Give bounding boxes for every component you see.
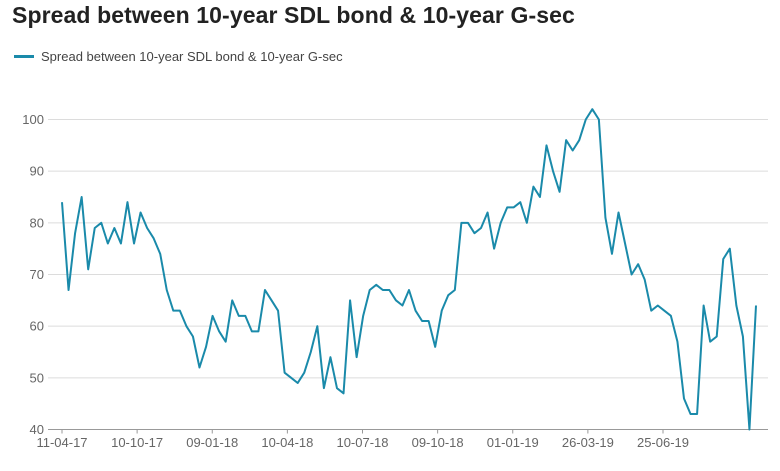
x-axis-ticks: 11-04-17 10-10-17 09-01-18 10-04-18 10-07-18… xyxy=(36,429,689,450)
y-tick-label: 80 xyxy=(30,215,44,230)
y-tick-label: 50 xyxy=(30,370,44,385)
x-tick-label: 10-10-17 xyxy=(111,435,163,450)
gridlines xyxy=(48,119,768,430)
y-tick-label: 90 xyxy=(30,164,44,179)
x-tick-label: 11-04-17 xyxy=(36,435,87,450)
x-tick-label: 25-06-19 xyxy=(637,435,689,450)
legend-swatch xyxy=(14,55,34,58)
y-tick-label: 70 xyxy=(30,267,44,282)
x-tick-label: 09-01-18 xyxy=(186,435,238,450)
series-line xyxy=(61,108,757,431)
y-tick-label: 100 xyxy=(22,112,44,127)
x-tick-label: 10-04-18 xyxy=(261,435,313,450)
y-tick-label: 40 xyxy=(30,422,44,437)
legend-label: Spread between 10-year SDL bond & 10-yea… xyxy=(41,49,343,64)
series-group xyxy=(61,108,757,431)
x-tick-label: 26-03-19 xyxy=(562,435,614,450)
legend: Spread between 10-year SDL bond & 10-yea… xyxy=(14,49,343,64)
x-tick-label: 10-07-18 xyxy=(336,435,388,450)
y-axis-ticks: 40 50 60 70 80 90 100 xyxy=(22,112,44,437)
y-tick-label: 60 xyxy=(30,319,44,334)
chart-title: Spread between 10-year SDL bond & 10-yea… xyxy=(12,2,575,28)
x-tick-label: 09-10-18 xyxy=(412,435,464,450)
x-tick-label: 01-01-19 xyxy=(487,435,539,450)
